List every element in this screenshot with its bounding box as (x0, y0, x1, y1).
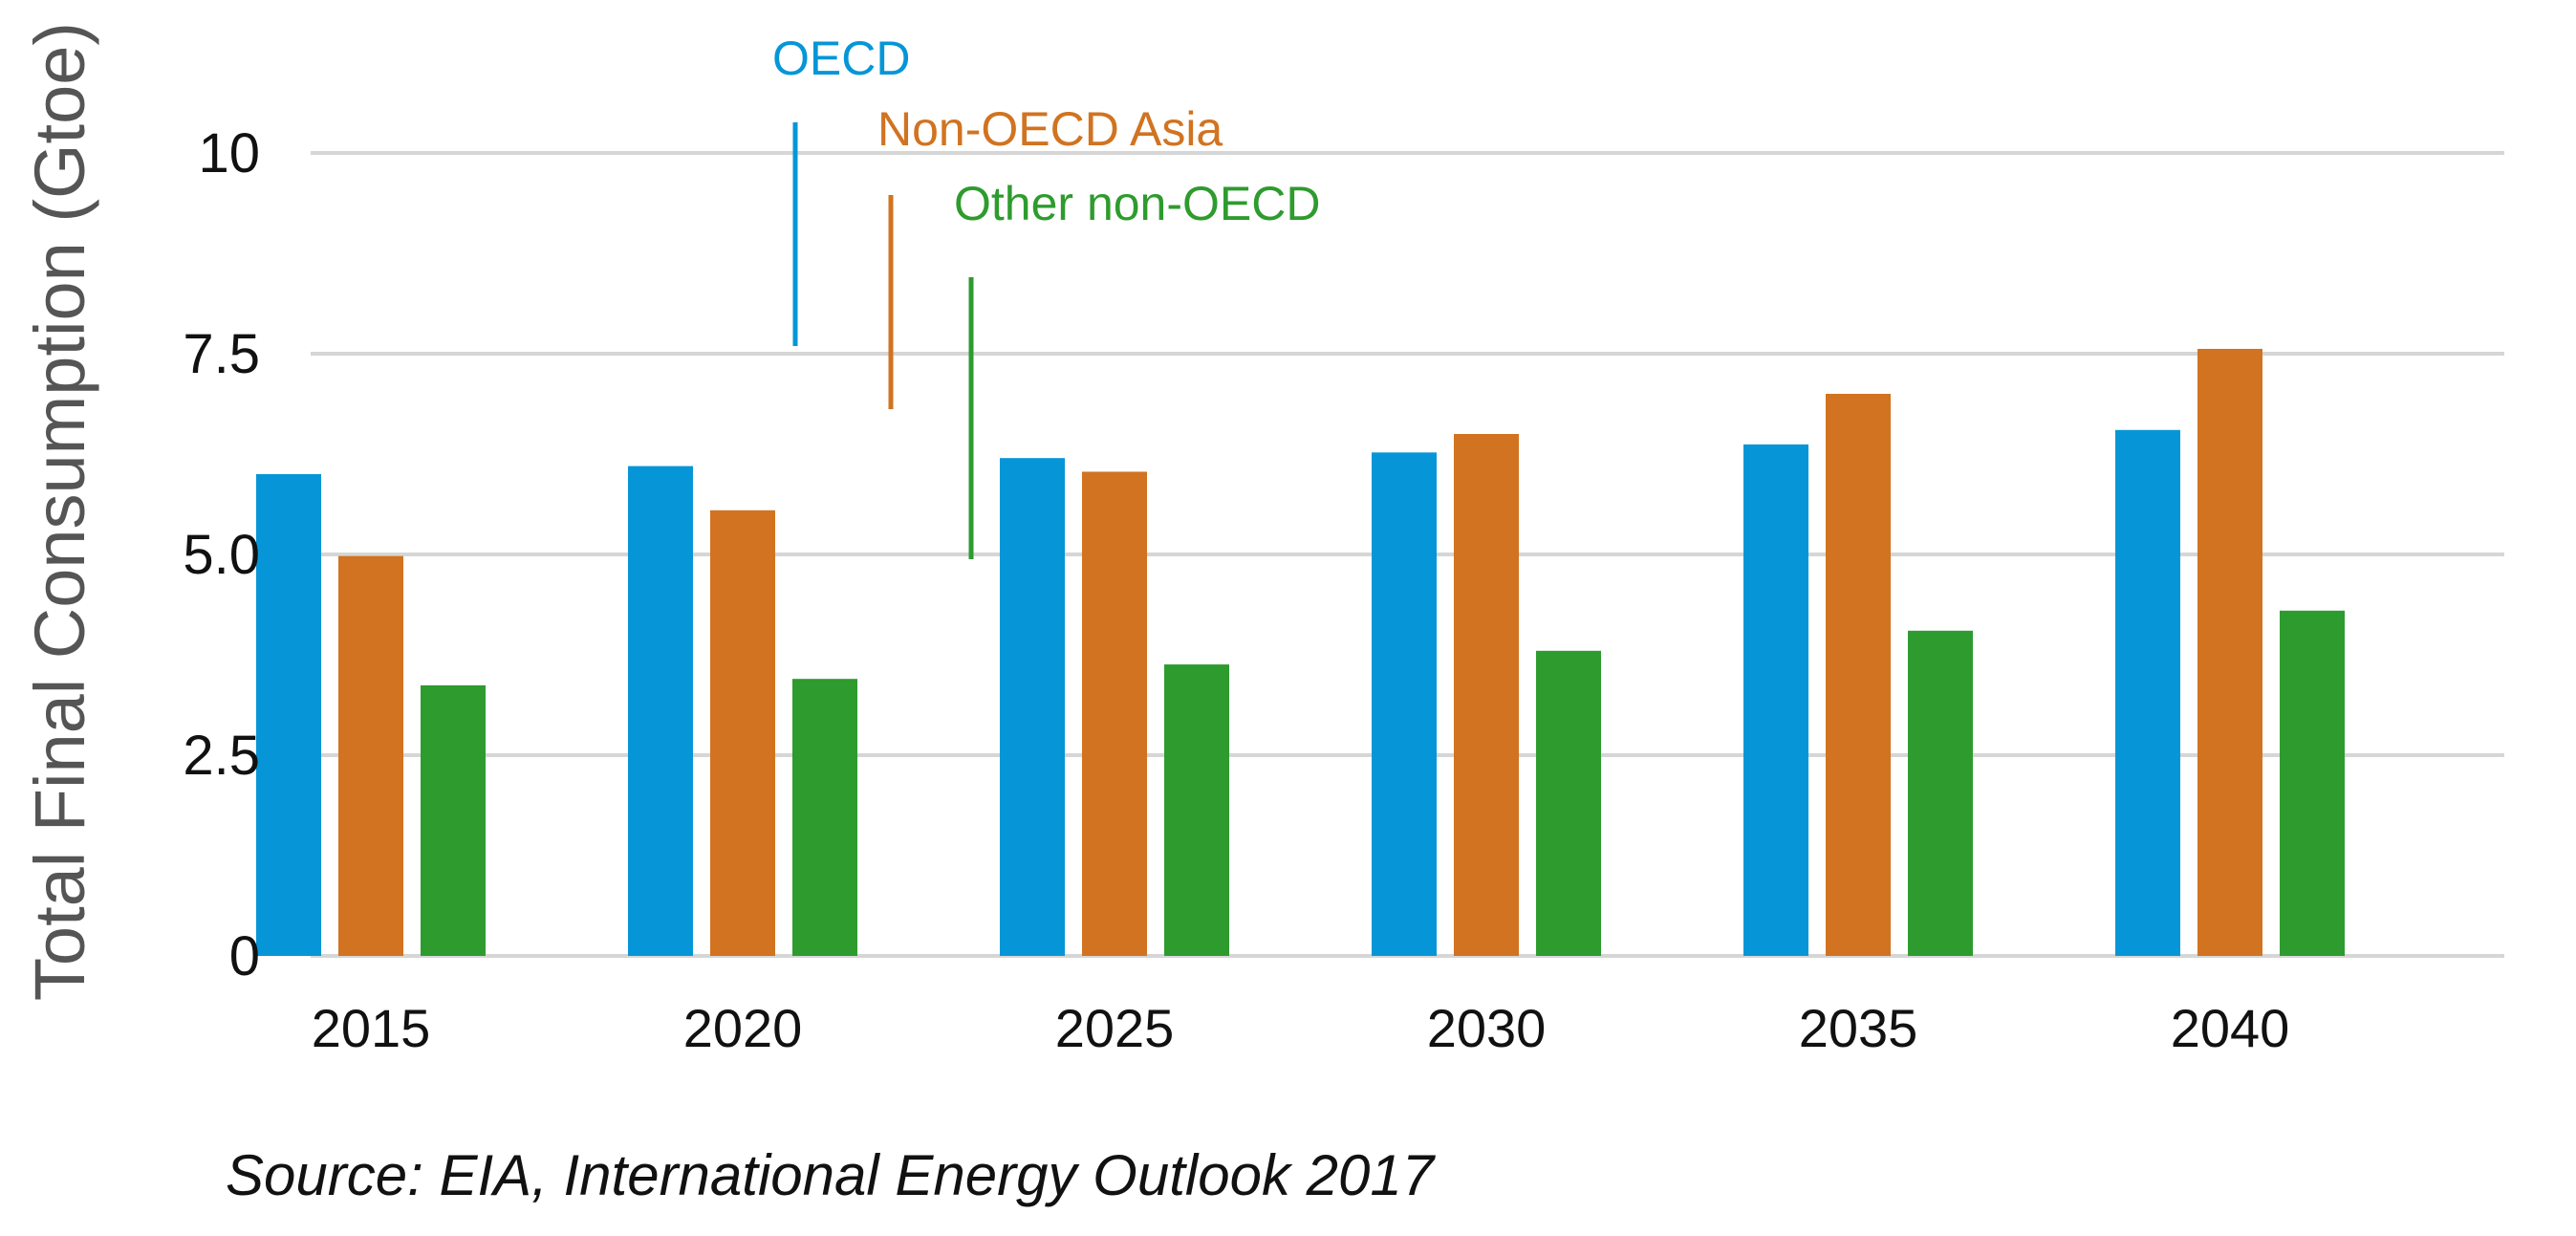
bar (792, 679, 857, 956)
x-tick-label: 2040 (2171, 998, 2290, 1058)
bar (2115, 429, 2180, 956)
y-tick-label: 10 (198, 122, 260, 184)
bars (256, 348, 2345, 957)
bar (1000, 458, 1065, 956)
x-tick-label: 2020 (683, 998, 803, 1058)
bar (421, 684, 486, 956)
bar (1908, 630, 1973, 956)
y-axis-title: Total Final Consumption (Gtoe) (20, 22, 99, 1001)
bar (1082, 471, 1147, 956)
bar (338, 555, 403, 956)
y-tick-label: 0 (229, 925, 260, 987)
x-tick-label: 2030 (1427, 998, 1547, 1058)
source-note: Source: EIA, International Energy Outloo… (226, 1143, 1437, 1207)
bar (1743, 444, 1808, 956)
bar (628, 466, 693, 957)
x-axis-ticks: 2015 2020 2025 2030 2035 2040 (312, 998, 2290, 1058)
bar (2280, 610, 2345, 956)
x-tick-label: 2025 (1055, 998, 1175, 1058)
bar (1826, 394, 1891, 956)
bar (710, 510, 775, 956)
y-tick-label: 2.5 (183, 725, 260, 787)
legend-label: Non-OECD Asia (877, 102, 1223, 156)
bar (256, 474, 321, 956)
x-tick-label: 2035 (1799, 998, 1918, 1058)
bar (1372, 452, 1437, 956)
y-tick-label: 5.0 (183, 524, 260, 586)
legend-label: OECD (772, 32, 910, 85)
y-axis-ticks: 0 2.5 5.0 7.5 10 (183, 122, 260, 987)
bar (1164, 664, 1229, 956)
x-tick-label: 2015 (312, 998, 431, 1058)
legend-label: Other non-OECD (954, 177, 1320, 230)
y-tick-label: 7.5 (183, 323, 260, 385)
bar (1454, 434, 1519, 956)
bar (2197, 348, 2262, 957)
legend: OECD Non-OECD Asia Other non-OECD (772, 32, 1320, 559)
bar (1536, 650, 1601, 956)
